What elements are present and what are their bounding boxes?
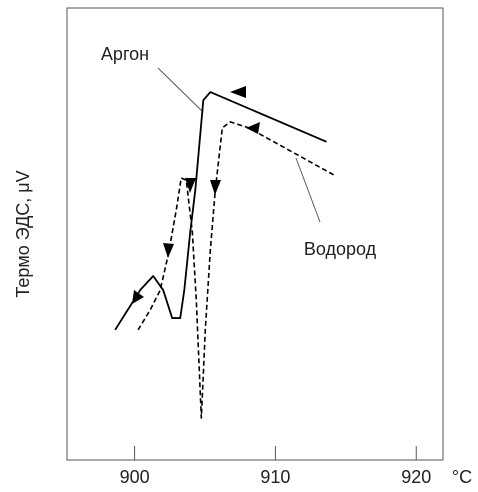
series-line bbox=[137, 121, 334, 419]
plot-frame bbox=[66, 7, 444, 461]
annotation: Аргон bbox=[101, 44, 149, 64]
arrow bbox=[246, 122, 260, 134]
series-line bbox=[114, 91, 327, 331]
x-tick-label: 910 bbox=[260, 467, 290, 487]
x-tick-label: 900 bbox=[120, 467, 150, 487]
x-unit: °C bbox=[452, 467, 472, 487]
x-tick-label: 920 bbox=[401, 467, 431, 487]
leader-line bbox=[295, 157, 321, 223]
arrow bbox=[163, 243, 174, 258]
arrow bbox=[185, 178, 196, 193]
arrow bbox=[132, 290, 144, 304]
arrow bbox=[230, 86, 246, 98]
annotation: Водород bbox=[304, 239, 377, 259]
leader-line bbox=[157, 67, 204, 113]
y-axis-label: Термо ЭДС, μV bbox=[13, 170, 33, 297]
